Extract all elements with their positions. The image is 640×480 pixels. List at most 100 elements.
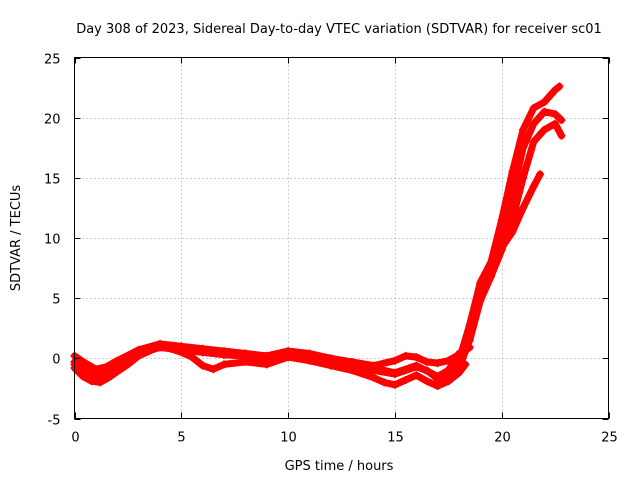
data-point (465, 336, 474, 345)
data-point (145, 347, 154, 356)
data-point (508, 191, 517, 200)
data-point (433, 382, 442, 390)
data-point (551, 119, 560, 128)
data-point (519, 203, 528, 212)
data-point (134, 349, 143, 358)
data-point (380, 378, 389, 387)
marker-layer (70, 82, 566, 390)
data-point (422, 357, 431, 366)
x-tick-label: 15 (387, 431, 404, 446)
data-point (113, 361, 122, 370)
data-point (551, 86, 560, 94)
y-tick-label: 20 (44, 113, 61, 128)
data-point (284, 350, 293, 359)
y-tick-label: 25 (44, 53, 61, 68)
data-point (476, 288, 485, 297)
data-point (220, 360, 228, 369)
data-point (422, 366, 431, 375)
data-point (529, 182, 538, 191)
data-point (220, 350, 228, 359)
data-point (198, 348, 207, 357)
y-tick-label: 0 (52, 353, 60, 368)
data-point (536, 170, 545, 179)
axis-ticks (74, 57, 610, 420)
data-point (508, 167, 517, 176)
data-point (557, 131, 566, 140)
y-tick-label: 15 (44, 173, 61, 188)
x-tick-label: 20 (494, 431, 511, 446)
data-point (348, 361, 357, 370)
data-point (519, 125, 528, 134)
data-point (155, 343, 164, 352)
data-point (412, 353, 421, 362)
data-point (465, 343, 474, 352)
y-axis-label: SDTVAR / TECUs (9, 185, 24, 292)
data-point (102, 366, 111, 375)
x-tick-label: 10 (280, 431, 297, 446)
data-point (444, 356, 453, 365)
data-point (519, 173, 528, 182)
data-point (369, 373, 378, 382)
data-point (497, 234, 506, 242)
data-point (401, 376, 410, 384)
y-tick-label: -5 (48, 414, 61, 429)
data-point (497, 215, 506, 224)
data-point (305, 353, 314, 362)
data-point (444, 373, 453, 382)
chart-title: Day 308 of 2023, Sidereal Day-to-day VTE… (76, 22, 602, 37)
data-point (87, 377, 96, 386)
data-point (465, 320, 474, 329)
data-point (412, 371, 421, 380)
series-layer (71, 82, 565, 390)
x-tick-label: 5 (177, 431, 185, 446)
data-point (104, 373, 113, 382)
data-point (551, 110, 560, 119)
data-point (390, 380, 399, 389)
data-point (487, 258, 495, 267)
data-point (401, 351, 410, 360)
x-tick-label: 25 (601, 431, 618, 446)
data-point (209, 365, 218, 374)
data-point (81, 359, 90, 368)
data-point (369, 366, 378, 375)
data-point (476, 296, 485, 305)
data-point (422, 377, 431, 386)
data-point (412, 362, 421, 371)
x-axis-label: GPS time / hours (285, 459, 394, 474)
data-point (508, 228, 517, 236)
data-point (123, 360, 132, 369)
data-point (455, 364, 463, 372)
data-point (487, 267, 495, 276)
data-point (433, 359, 442, 368)
data-point (177, 345, 186, 354)
data-point (529, 119, 538, 128)
y-tick-label: 5 (52, 293, 60, 308)
data-point (497, 243, 506, 252)
data-point (166, 344, 175, 353)
x-tick-label: 0 (71, 431, 79, 446)
data-point (198, 361, 207, 370)
data-point (241, 351, 250, 360)
data-point (540, 107, 549, 116)
data-point (529, 137, 538, 146)
data-point (96, 378, 105, 387)
y-tick-label: 10 (44, 233, 61, 248)
data-point (529, 104, 538, 112)
tick-labels: 0 5 10 15 20 25 -5 0 5 10 15 20 25 (44, 53, 618, 446)
data-point (262, 354, 271, 363)
data-point (557, 116, 566, 125)
data-point (79, 372, 87, 381)
series-line-2 (71, 342, 469, 390)
series-line-4 (71, 108, 565, 383)
data-point (188, 353, 196, 362)
data-point (81, 366, 90, 375)
data-point (91, 368, 100, 377)
data-point (461, 360, 470, 369)
data-point (540, 98, 549, 106)
data-point (555, 82, 564, 91)
data-point (390, 370, 399, 378)
data-point (326, 357, 335, 366)
data-point (390, 356, 399, 365)
data-point (519, 143, 528, 152)
